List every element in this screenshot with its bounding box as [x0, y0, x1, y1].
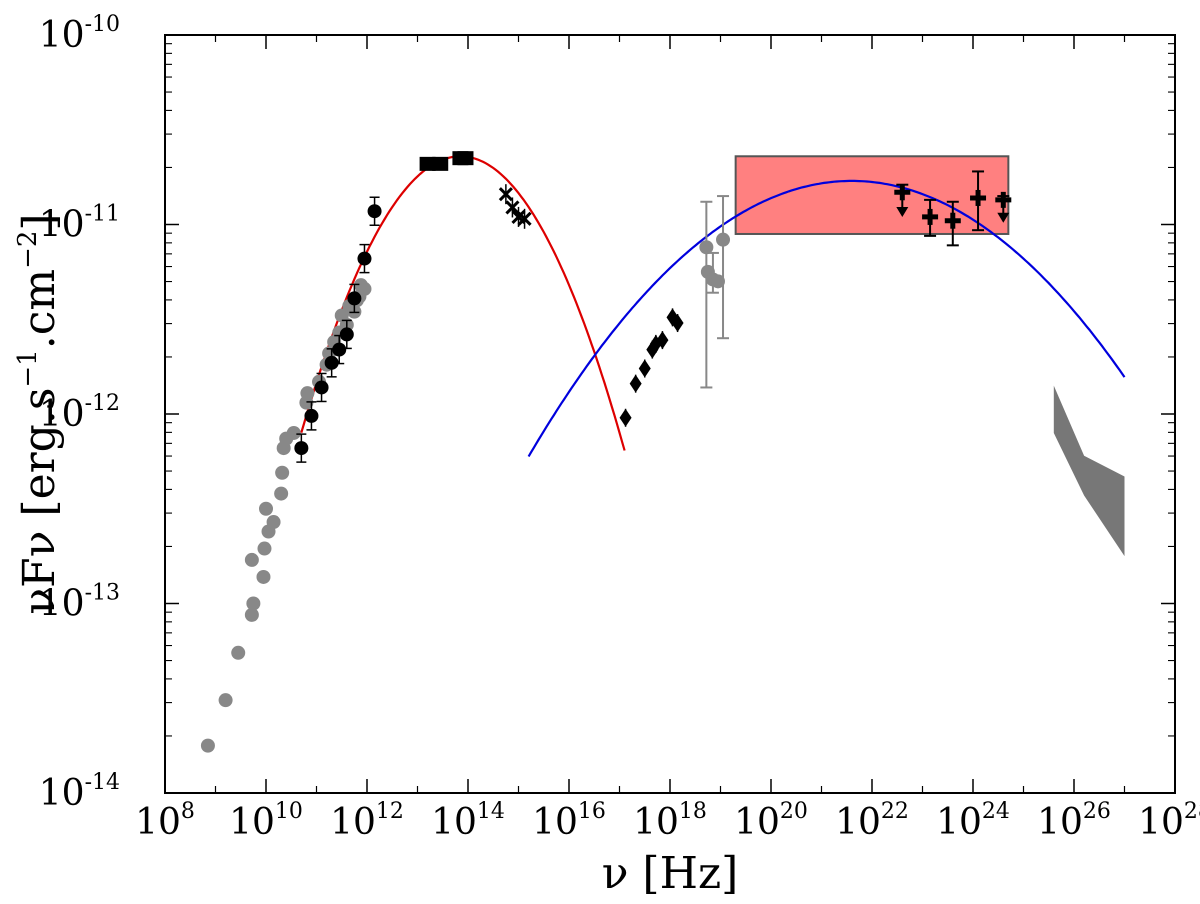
tev-band-layer [1053, 385, 1125, 557]
data-point-circle [300, 386, 315, 401]
data-point-circle [286, 425, 301, 440]
data-point-circle [357, 281, 372, 296]
upper-limit-arrow-icon [997, 212, 1010, 223]
x-tick-base: 10 [1138, 802, 1184, 843]
x-tick-label: 1022 [835, 799, 909, 843]
data-points-layer [200, 151, 1012, 753]
data-point-circle [266, 515, 281, 530]
x-tick-base: 10 [734, 802, 780, 843]
y-tick-exp: -10 [85, 12, 120, 37]
data-point-circle [332, 342, 347, 357]
x-tick-exp: 14 [477, 799, 505, 824]
x-tick-labels: 108 1010 1012 1014 1016 1018 1020 1022 1024 1026 1… [135, 799, 1200, 843]
y-tick-base: 10 [39, 205, 85, 246]
y-tick-exp: -11 [85, 202, 120, 227]
x-tick-exp: 28 [1184, 799, 1200, 824]
data-point-square [432, 156, 449, 171]
x-tick-base: 10 [135, 802, 181, 843]
x-tick-base: 10 [431, 802, 477, 843]
x-tick-base: 10 [633, 802, 679, 843]
x-tick-base: 10 [229, 802, 275, 843]
x-tick-label: 1024 [936, 799, 1010, 843]
data-point-circle [246, 596, 261, 611]
data-point-circle [256, 569, 271, 584]
x-tick-label: 1020 [734, 799, 808, 843]
data-point-circle [304, 408, 319, 423]
x-tick-base: 10 [532, 802, 578, 843]
x-tick-exp: 24 [982, 799, 1010, 824]
x-tick-label: 1016 [532, 799, 606, 843]
upper-limit-arrow-icon [896, 207, 909, 218]
inverse-compton-model [527, 179, 1126, 458]
x-tick-base: 10 [330, 802, 376, 843]
y-tick-exp: -14 [85, 770, 120, 795]
data-point-circle [218, 693, 233, 708]
x-tick-label: 1014 [431, 799, 505, 843]
data-point-circle [314, 380, 329, 395]
data-point-circle [231, 645, 246, 660]
tev-spectrum-band [1053, 385, 1125, 557]
x-tick-exp: 12 [376, 799, 404, 824]
data-point-circle [274, 486, 289, 501]
x-tick-base: 10 [835, 802, 881, 843]
x-tick-label: 1012 [330, 799, 404, 843]
data-point-circle [244, 552, 259, 567]
data-point-circle [244, 607, 259, 622]
data-point-circle [357, 251, 372, 266]
y-tick-label: 10-12 [39, 391, 120, 435]
data-point-circle [257, 541, 272, 556]
data-point-circle [324, 355, 339, 370]
y-axis-label: νFν [erg.s−1.cm−2] [13, 213, 65, 614]
x-tick-label: 1026 [1037, 799, 1111, 843]
y-tick-exp: -13 [85, 581, 120, 606]
data-point-square [419, 156, 436, 171]
y-tick-label: 10-10 [39, 12, 120, 56]
y-tick-base: 10 [39, 15, 85, 56]
x-tick-exp: 20 [780, 799, 808, 824]
data-point-circle [339, 327, 354, 342]
y-tick-base: 10 [39, 773, 85, 814]
y-tick-exp: -12 [85, 391, 120, 416]
x-tick-label: 1018 [633, 799, 707, 843]
x-tick-exp: 8 [181, 799, 195, 824]
data-point-circle [367, 204, 382, 219]
x-tick-base: 10 [936, 802, 982, 843]
y-tick-label: 10-11 [39, 202, 120, 246]
x-tick-exp: 22 [881, 799, 909, 824]
x-tick-exp: 26 [1083, 799, 1111, 824]
data-point-circle [294, 441, 309, 456]
data-point-circle [200, 738, 215, 753]
y-tick-base: 10 [39, 394, 85, 435]
x-tick-exp: 18 [679, 799, 707, 824]
x-axis-label: ν [Hz] [602, 848, 739, 899]
data-point-circle [259, 501, 273, 516]
y-tick-base: 10 [39, 584, 85, 625]
x-tick-exp: 10 [275, 799, 303, 824]
data-point-circle [275, 465, 290, 480]
x-tick-label: 1010 [229, 799, 303, 843]
data-point-square [457, 151, 474, 166]
x-tick-label: 1028 [1138, 799, 1200, 843]
x-tick-base: 10 [1037, 802, 1083, 843]
x-tick-exp: 16 [578, 799, 606, 824]
y-tick-label: 10-14 [39, 770, 120, 814]
data-point-circle [710, 274, 725, 289]
data-point-circle [347, 291, 362, 306]
x-tick-label: 108 [135, 799, 195, 843]
axis-ticks [164, 34, 1176, 794]
y-tick-label: 10-13 [39, 581, 120, 625]
